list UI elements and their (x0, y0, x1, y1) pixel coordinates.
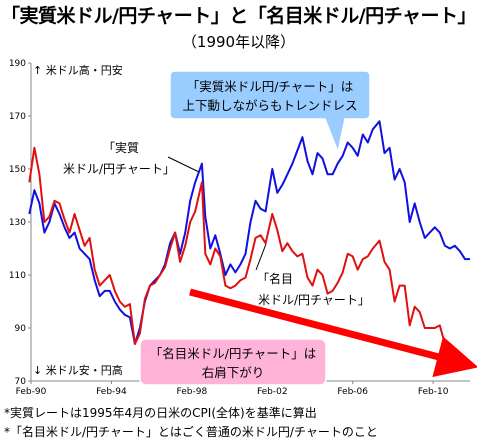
bubble-blue-line-1: 「実質米ドル円/チャート」は (187, 79, 354, 94)
callout-real-line-2: 米ドル/円チャート」 (63, 162, 175, 176)
trend-arrow (189, 288, 477, 378)
y-tick-label: 190 (9, 59, 26, 69)
footnote-2: *「名目米ドル/円チャート」とはごく普通の米ドル円/チャートのこと (4, 425, 378, 439)
y-tick-label: 90 (15, 324, 27, 334)
y-axis-top-label: ↑ 米ドル高・円安 (33, 63, 123, 77)
callout-nominal-line-1: 「名目 (257, 271, 293, 286)
y-tick-label: 150 (9, 165, 26, 175)
x-tick-label: Feb-02 (257, 387, 288, 397)
annotations: 「実質 米ドル/円チャート」 「名目 米ドル/円チャート」 「実質米ドル円/チャ… (63, 70, 477, 386)
bubble-blue-line-2: 上下動しながらもトレンドレス (182, 98, 357, 113)
footnote-1: *実質レートは1995年4月の日米のCPI(全体)を基準に算出 (4, 406, 317, 420)
x-tick-label: Feb-10 (418, 387, 449, 397)
axes: 70 90 110 130 150 170 190 Feb-90 Feb-94 Feb-98 Feb… (9, 59, 470, 397)
chart-subtitle: （1990年以降） (181, 33, 296, 51)
bubble-pink-line-1: 「名目米ドル/円チャート」は (150, 346, 317, 361)
x-tick-label: Feb-06 (337, 387, 368, 397)
y-tick-label: 70 (15, 377, 27, 387)
y-tick-label: 110 (9, 271, 26, 281)
series-line-real (28, 120, 470, 345)
bubble-pink-line-2: 右肩下がり (202, 365, 265, 380)
bubble-blue (169, 70, 371, 155)
callout-leader-nominal (255, 243, 267, 271)
bubble-pink (139, 338, 327, 386)
y-tick-label: 130 (9, 218, 26, 228)
chart-title: 「実質米ドル/円チャート」と「名目米ドル/円チャート」 (0, 5, 477, 27)
y-tick-label: 170 (9, 112, 26, 122)
series-group (28, 120, 470, 364)
x-tick-label: Feb-90 (16, 387, 47, 397)
callout-leader-real (167, 156, 200, 173)
x-tick-label: Feb-98 (177, 387, 208, 397)
series-line-nominal (28, 146, 470, 364)
callout-real-line-1: 「実質 (103, 140, 139, 155)
callout-nominal-line-2: 米ドル/円チャート」 (258, 293, 370, 307)
x-tick-label: Feb-94 (96, 387, 127, 397)
y-axis-bottom-label: ↓ 米ドル安・円高 (33, 363, 123, 377)
